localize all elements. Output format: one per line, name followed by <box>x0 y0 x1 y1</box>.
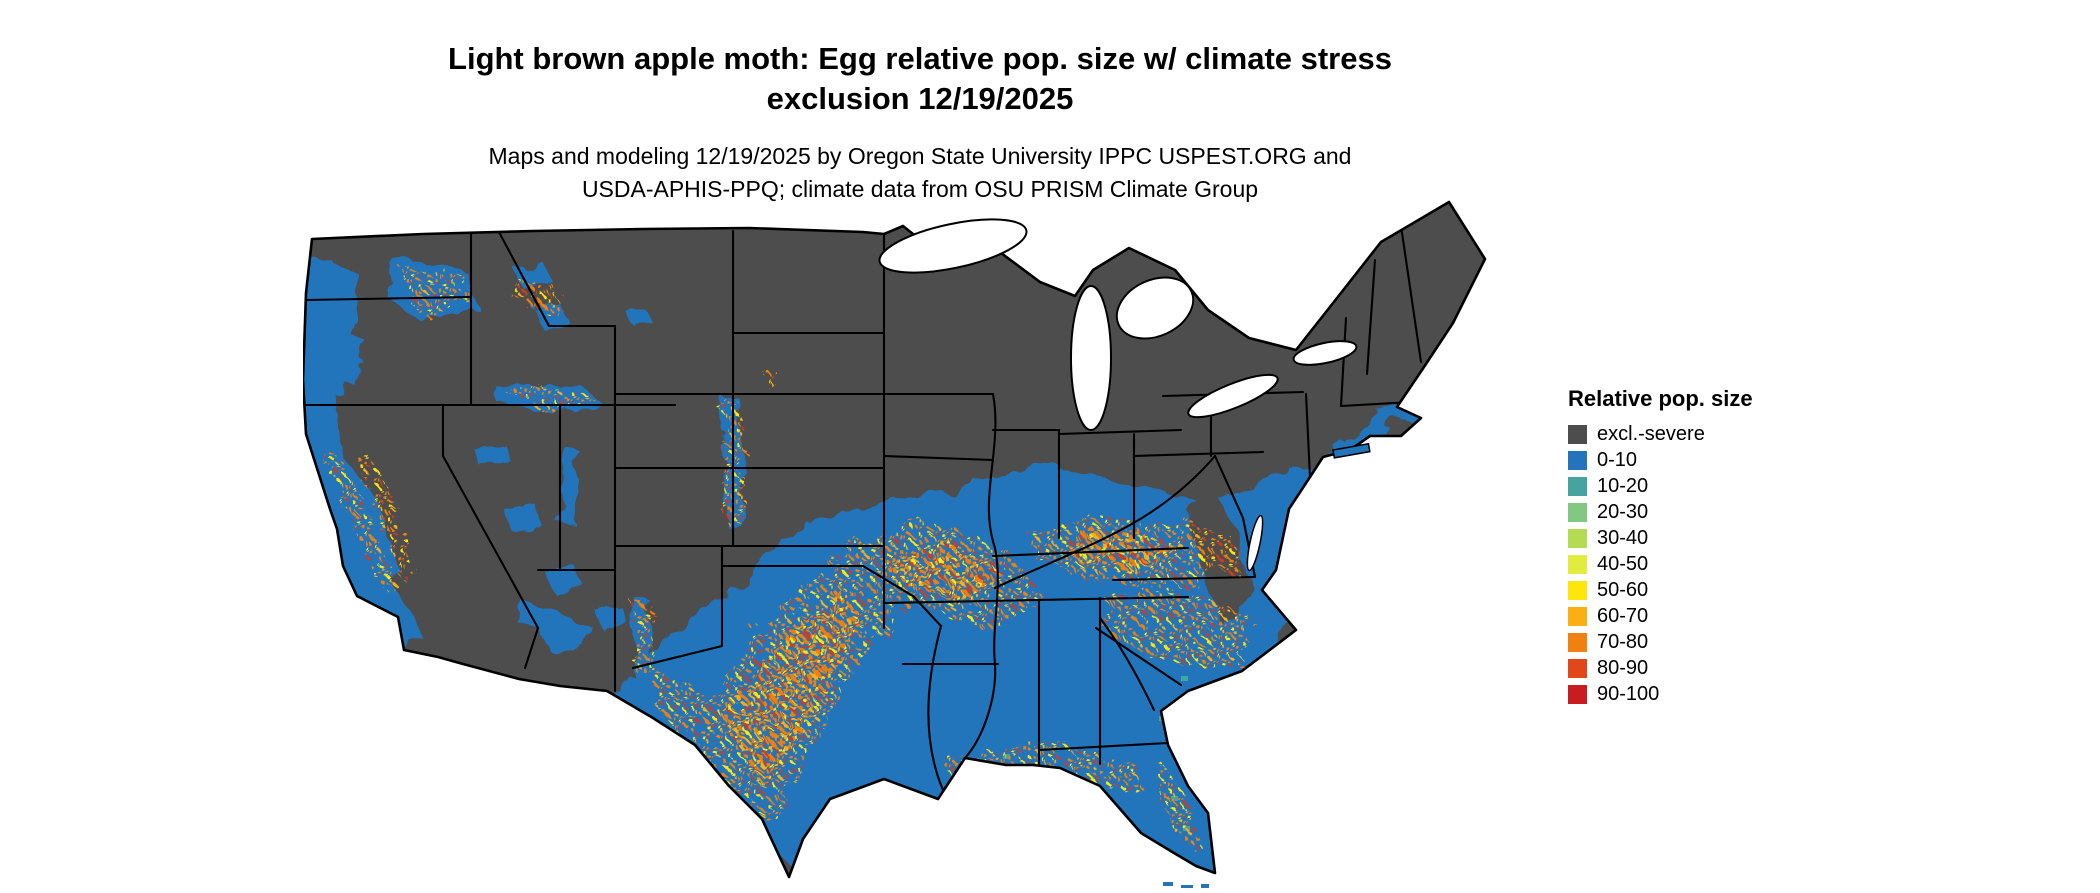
title-line-1: Light brown apple moth: Egg relative pop… <box>448 40 1392 76</box>
legend-items: excl.-severe 0-10 10-20 20-30 30-40 40-5… <box>1568 423 1828 705</box>
legend-label: 0-10 <box>1597 449 1638 471</box>
map-legend: Relative pop. size excl.-severe 0-10 10-… <box>1568 386 1828 711</box>
legend-swatch <box>1568 555 1587 574</box>
legend-item: 70-80 <box>1568 631 1828 653</box>
legend-item: 30-40 <box>1568 527 1828 549</box>
lake-superior <box>878 218 1028 274</box>
legend-swatch <box>1568 633 1587 652</box>
lake-ontario <box>1292 340 1358 366</box>
legend-label: 40-50 <box>1597 553 1649 575</box>
map-header: Light brown apple moth: Egg relative pop… <box>0 18 1840 206</box>
high-pop-speckle-bands <box>325 263 1258 848</box>
page-title: Light brown apple moth: Egg relative pop… <box>0 39 1840 119</box>
lake-erie <box>1187 373 1279 419</box>
us-land <box>303 202 1485 877</box>
legend-label: 50-60 <box>1597 579 1649 601</box>
legend-swatch <box>1568 659 1587 678</box>
legend-item: 60-70 <box>1568 605 1828 627</box>
legend-label: 10-20 <box>1597 475 1649 497</box>
legend-title: Relative pop. size <box>1568 386 1753 411</box>
legend-label: 80-90 <box>1597 657 1649 679</box>
us-map-graphic <box>301 200 1487 889</box>
legend-label: 70-80 <box>1597 631 1649 653</box>
page-subtitle: Maps and modeling 12/19/2025 by Oregon S… <box>0 140 1840 206</box>
legend-item: 40-50 <box>1568 553 1828 575</box>
legend-item: 90-100 <box>1568 683 1828 705</box>
legend-item: 20-30 <box>1568 501 1828 523</box>
legend-swatch <box>1568 529 1587 548</box>
legend-label: 90-100 <box>1597 683 1660 705</box>
long-island <box>1332 442 1371 459</box>
legend-label: 60-70 <box>1597 605 1649 627</box>
lake-huron <box>1115 276 1195 340</box>
legend-swatch <box>1568 425 1587 444</box>
legend-swatch <box>1568 581 1587 600</box>
legend-item: 80-90 <box>1568 657 1828 679</box>
legend-swatch <box>1568 685 1587 704</box>
great-lakes <box>878 218 1358 431</box>
legend-swatch <box>1568 503 1587 522</box>
chesapeake-bay <box>1246 514 1264 572</box>
legend-item: 50-60 <box>1568 579 1828 601</box>
legend-swatch <box>1568 451 1587 470</box>
legend-label: 20-30 <box>1597 501 1649 523</box>
legend-item: 10-20 <box>1568 475 1828 497</box>
legend-swatch <box>1568 477 1587 496</box>
us-map <box>301 198 1528 889</box>
title-line-2: exclusion 12/19/2025 <box>766 80 1074 116</box>
legend-item: excl.-severe <box>1568 423 1828 445</box>
lake-michigan <box>1070 285 1112 431</box>
subtitle-line-2: USDA-APHIS-PPQ; climate data from OSU PR… <box>581 175 1259 202</box>
legend-item: 0-10 <box>1568 449 1828 471</box>
legend-label: 30-40 <box>1597 527 1649 549</box>
subtitle-line-1: Maps and modeling 12/19/2025 by Oregon S… <box>488 142 1352 169</box>
legend-swatch <box>1568 607 1587 626</box>
state-borders <box>303 224 1423 792</box>
us-outline <box>301 200 1487 879</box>
legend-label: excl.-severe <box>1597 423 1705 445</box>
florida-keys <box>1163 882 1209 889</box>
